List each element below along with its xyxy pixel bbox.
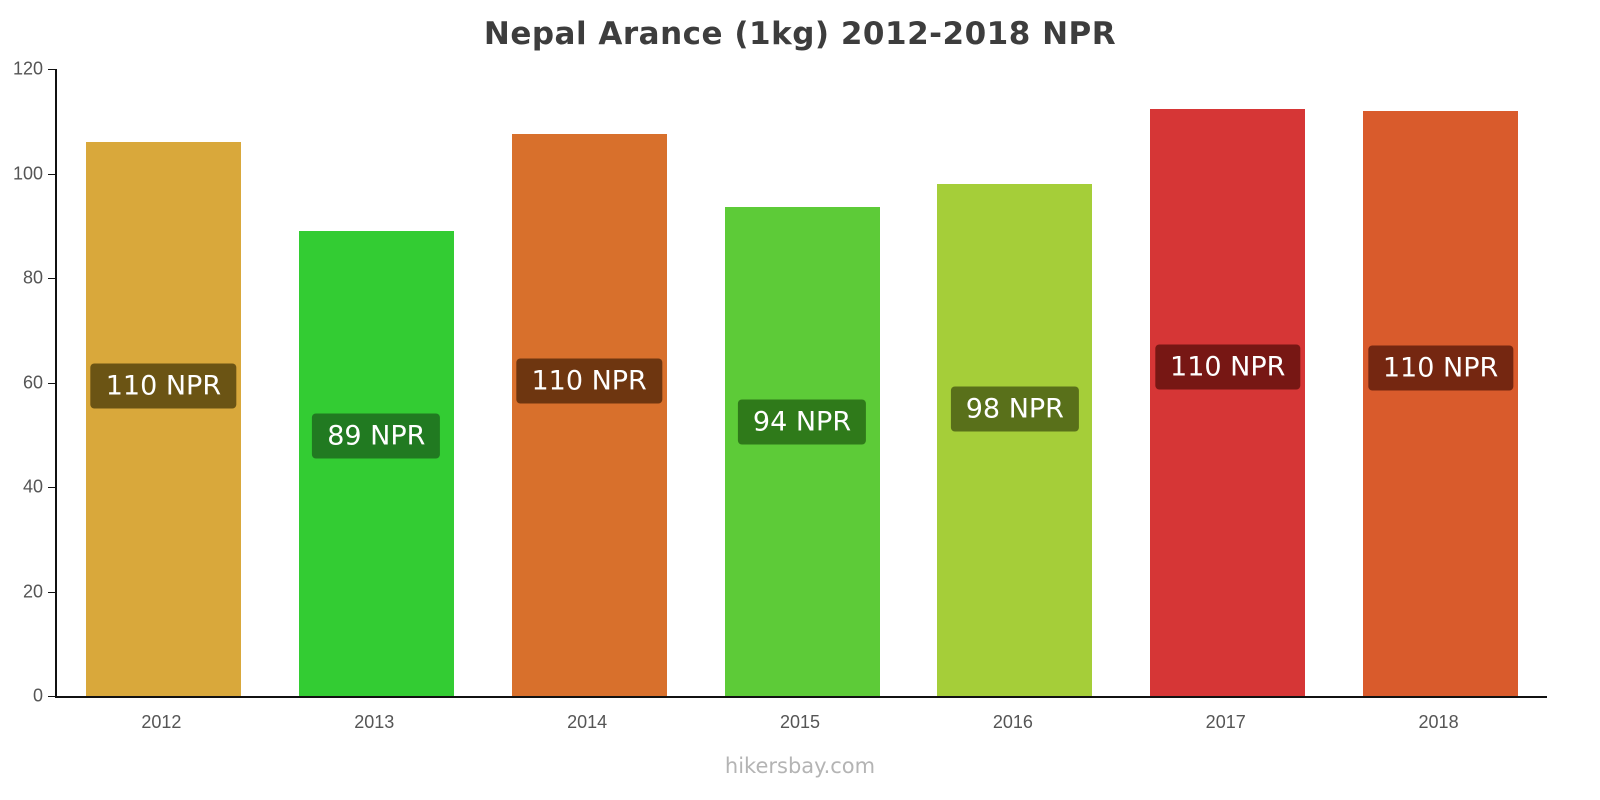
bar-2017[interactable] <box>1150 109 1306 696</box>
x-tick-label: 2017 <box>1205 712 1246 732</box>
y-tick-mark <box>48 591 55 593</box>
bar-2016[interactable] <box>937 183 1093 696</box>
bar-2013[interactable] <box>298 230 454 696</box>
bar-value-label: 94 NPR <box>737 399 867 445</box>
y-tick-label: 80 <box>22 267 43 288</box>
y-tick-label: 20 <box>22 581 43 601</box>
y-tick-mark <box>48 173 55 175</box>
bar-value-label: 89 NPR <box>312 413 441 459</box>
bar-value-label: 110 NPR <box>516 358 662 404</box>
y-tick-mark <box>48 69 55 70</box>
y-tick-label: 120 <box>12 58 43 79</box>
plot-area: 110 NPR 89 NPR 110 NPR 94 NPR 98 NPR 110 NPR 1… <box>55 69 1547 698</box>
y-tick-mark <box>48 278 55 279</box>
x-tick-label: 2013 <box>354 712 395 732</box>
x-tick-label: 2014 <box>567 712 608 732</box>
x-tick-label: 2015 <box>779 712 821 732</box>
y-tick-mark <box>48 487 55 488</box>
bar-2018[interactable] <box>1363 110 1519 696</box>
y-tick-label: 60 <box>22 372 43 392</box>
x-tick-label: 2016 <box>992 712 1033 732</box>
bar-value-label: 110 NPR <box>1155 344 1301 390</box>
y-tick-label: 0 <box>32 685 43 706</box>
bar-2014[interactable] <box>511 134 667 696</box>
x-tick-label: 2018 <box>1418 712 1459 732</box>
bar-value-label: 98 NPR <box>950 386 1079 432</box>
chart-title: Nepal Arance (1kg) 2012-2018 NPR <box>483 16 1117 52</box>
bar-2015[interactable] <box>724 207 880 696</box>
x-tick-label: 2012 <box>141 712 182 732</box>
x-axis: 2012 2013 2014 2015 2016 2017 2018 <box>55 698 1545 738</box>
y-tick-mark <box>48 696 55 697</box>
footer-watermark: hikersbay.com <box>724 754 876 778</box>
y-tick-mark <box>48 382 55 384</box>
bar-2012[interactable] <box>85 142 241 696</box>
bar-value-label: 110 NPR <box>90 363 237 409</box>
bar-value-label: 110 NPR <box>1367 345 1514 391</box>
y-tick-label: 100 <box>12 163 43 183</box>
y-tick-label: 40 <box>22 476 43 497</box>
